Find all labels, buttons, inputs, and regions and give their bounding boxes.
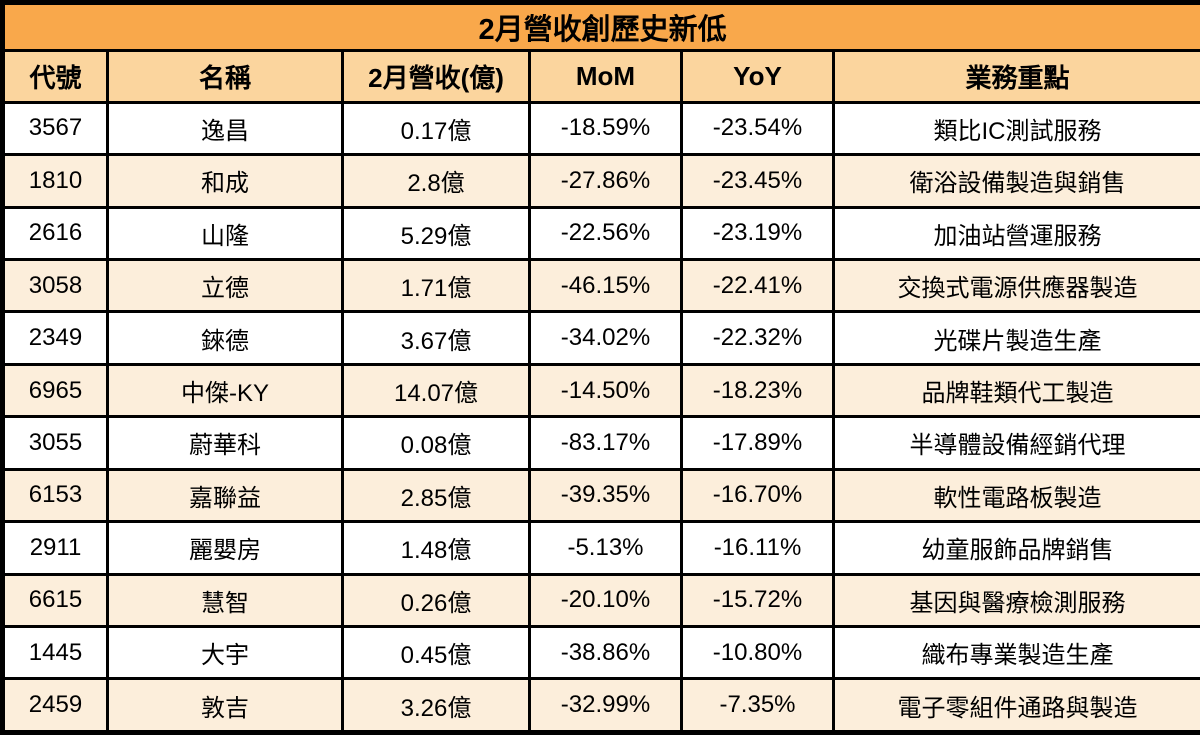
cell-code: 2616 [1, 205, 109, 261]
cell-yoy: -23.19% [680, 205, 835, 261]
table-row: 1810 和成 2.8億 -27.86% -23.45% 衛浴設備製造與銷售 [1, 153, 1200, 209]
cell-name: 嘉聯益 [106, 467, 344, 524]
cell-code: 3058 [1, 257, 109, 314]
cell-mom: -22.56% [528, 205, 683, 261]
cell-code: 3055 [1, 415, 109, 471]
cell-code: 3567 [1, 100, 109, 157]
table-title-row: 2月營收創歷史新低 [0, 0, 1200, 53]
cell-name: 山隆 [106, 205, 344, 261]
cell-business: 幼童服飾品牌銷售 [831, 520, 1200, 576]
cell-mom: -20.10% [528, 572, 683, 629]
cell-code: 1445 [1, 624, 109, 681]
cell-revenue: 0.08億 [341, 415, 531, 471]
cell-revenue: 14.07億 [341, 362, 531, 419]
cell-name: 逸昌 [106, 100, 344, 157]
column-header-code: 代號 [1, 49, 109, 104]
cell-mom: -34.02% [528, 310, 683, 366]
cell-name: 中傑-KY [106, 362, 344, 419]
cell-mom: -5.13% [528, 520, 683, 576]
cell-yoy: -16.70% [680, 467, 835, 524]
column-header-name: 名稱 [106, 49, 344, 104]
column-header-revenue: 2月營收(億) [341, 49, 531, 104]
table-row: 2911 麗嬰房 1.48億 -5.13% -16.11% 幼童服飾品牌銷售 [1, 520, 1200, 576]
cell-business: 類比IC測試服務 [831, 100, 1200, 157]
cell-business: 光碟片製造生產 [831, 310, 1200, 366]
cell-code: 6965 [1, 362, 109, 419]
cell-code: 6615 [1, 572, 109, 629]
cell-business: 織布專業製造生產 [831, 624, 1200, 681]
cell-yoy: -18.23% [680, 362, 835, 419]
table-row: 6615 慧智 0.26億 -20.10% -15.72% 基因與醫療檢測服務 [1, 572, 1200, 629]
table-row: 2349 錸德 3.67億 -34.02% -22.32% 光碟片製造生產 [1, 310, 1200, 366]
cell-business: 衛浴設備製造與銷售 [831, 153, 1200, 209]
cell-code: 1810 [1, 153, 109, 209]
cell-code: 2459 [1, 677, 109, 734]
cell-yoy: -7.35% [680, 677, 835, 734]
cell-revenue: 1.48億 [341, 520, 531, 576]
table-row: 6965 中傑-KY 14.07億 -14.50% -18.23% 品牌鞋類代工… [1, 362, 1200, 419]
cell-business: 品牌鞋類代工製造 [831, 362, 1200, 419]
cell-business: 交換式電源供應器製造 [831, 257, 1200, 314]
cell-revenue: 0.17億 [341, 100, 531, 157]
cell-revenue: 5.29億 [341, 205, 531, 261]
cell-name: 敦吉 [106, 677, 344, 734]
cell-revenue: 2.8億 [341, 153, 531, 209]
cell-mom: -83.17% [528, 415, 683, 471]
column-header-yoy: YoY [680, 49, 835, 104]
column-header-business: 業務重點 [831, 49, 1200, 104]
cell-name: 立德 [106, 257, 344, 314]
cell-mom: -32.99% [528, 677, 683, 734]
cell-name: 和成 [106, 153, 344, 209]
cell-code: 2911 [1, 520, 109, 576]
table-row: 6153 嘉聯益 2.85億 -39.35% -16.70% 軟性電路板製造 [1, 467, 1200, 524]
cell-yoy: -22.32% [680, 310, 835, 366]
cell-business: 半導體設備經銷代理 [831, 415, 1200, 471]
cell-yoy: -22.41% [680, 257, 835, 314]
cell-name: 蔚華科 [106, 415, 344, 471]
cell-code: 6153 [1, 467, 109, 524]
cell-yoy: -17.89% [680, 415, 835, 471]
cell-yoy: -23.54% [680, 100, 835, 157]
cell-mom: -27.86% [528, 153, 683, 209]
table-row: 3058 立德 1.71億 -46.15% -22.41% 交換式電源供應器製造 [1, 257, 1200, 314]
page-title: 2月營收創歷史新低 [0, 0, 1200, 53]
table-row: 1445 大宇 0.45億 -38.86% -10.80% 織布專業製造生產 [1, 624, 1200, 681]
cell-mom: -18.59% [528, 100, 683, 157]
table-row: 2459 敦吉 3.26億 -32.99% -7.35% 電子零組件通路與製造 [1, 677, 1200, 734]
cell-business: 加油站營運服務 [831, 205, 1200, 261]
cell-mom: -39.35% [528, 467, 683, 524]
cell-business: 電子零組件通路與製造 [831, 677, 1200, 734]
cell-code: 2349 [1, 310, 109, 366]
table-row: 2616 山隆 5.29億 -22.56% -23.19% 加油站營運服務 [1, 205, 1200, 261]
cell-yoy: -15.72% [680, 572, 835, 629]
cell-name: 大宇 [106, 624, 344, 681]
table-row: 3567 逸昌 0.17億 -18.59% -23.54% 類比IC測試服務 [1, 100, 1200, 157]
cell-revenue: 0.45億 [341, 624, 531, 681]
cell-revenue: 0.26億 [341, 572, 531, 629]
cell-yoy: -23.45% [680, 153, 835, 209]
cell-mom: -46.15% [528, 257, 683, 314]
cell-name: 慧智 [106, 572, 344, 629]
cell-revenue: 3.67億 [341, 310, 531, 366]
cell-business: 基因與醫療檢測服務 [831, 572, 1200, 629]
cell-yoy: -16.11% [680, 520, 835, 576]
cell-revenue: 3.26億 [341, 677, 531, 734]
cell-yoy: -10.80% [680, 624, 835, 681]
table-header-row: 代號 名稱 2月營收(億) MoM YoY 業務重點 [1, 49, 1200, 104]
cell-name: 麗嬰房 [106, 520, 344, 576]
column-header-mom: MoM [528, 49, 683, 104]
table-row: 3055 蔚華科 0.08億 -83.17% -17.89% 半導體設備經銷代理 [1, 415, 1200, 471]
cell-revenue: 1.71億 [341, 257, 531, 314]
cell-business: 軟性電路板製造 [831, 467, 1200, 524]
cell-mom: -38.86% [528, 624, 683, 681]
cell-name: 錸德 [106, 310, 344, 366]
cell-mom: -14.50% [528, 362, 683, 419]
cell-revenue: 2.85億 [341, 467, 531, 524]
